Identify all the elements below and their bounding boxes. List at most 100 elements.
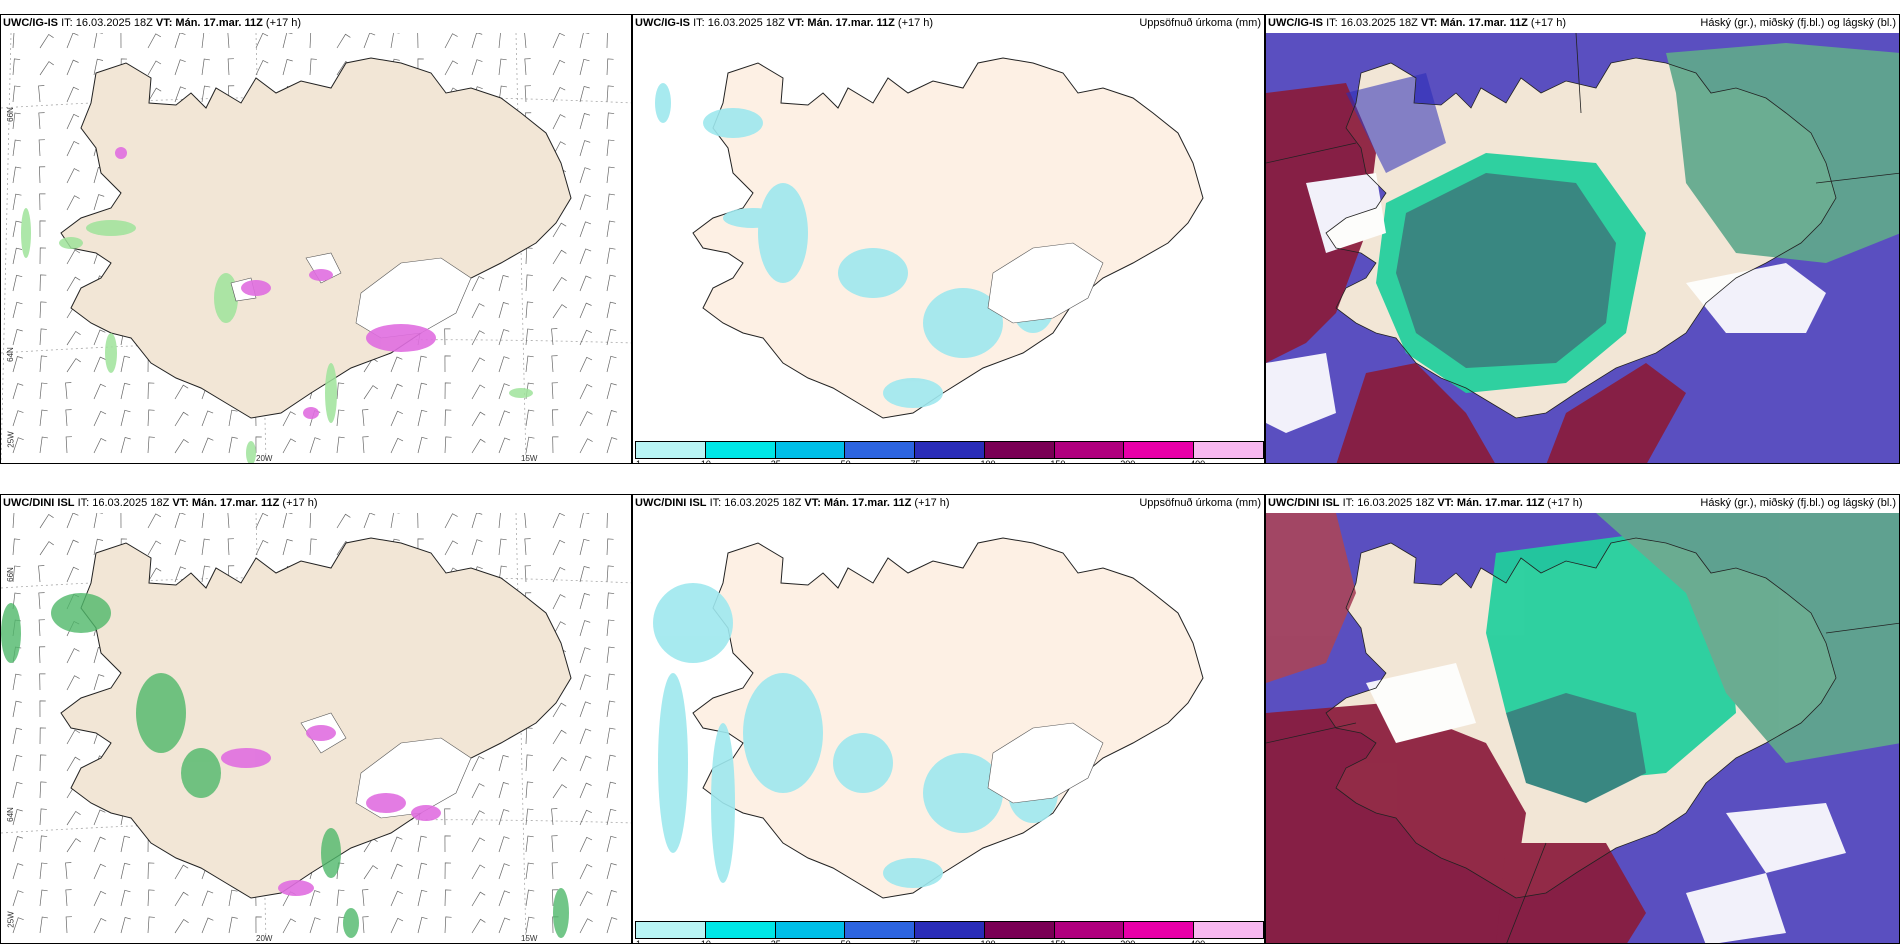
wind-barb (579, 302, 592, 319)
wind-barb (120, 355, 131, 373)
cloud-map (1266, 33, 1899, 463)
wind-barb (579, 248, 592, 265)
wind-barb (336, 436, 345, 454)
wind-barb (65, 409, 72, 427)
wind-barb (444, 916, 452, 934)
wind-barb (524, 513, 531, 529)
wind-barb (552, 409, 559, 427)
wind-barb (147, 87, 162, 103)
wind-barb (66, 539, 79, 556)
wind-barb (579, 438, 593, 454)
wind-barb (201, 513, 210, 529)
wind-barb (12, 193, 22, 211)
colorbar-label: 100 (980, 939, 996, 944)
wind-barb (606, 862, 617, 880)
wind-barb (524, 565, 531, 583)
wind-barb (282, 438, 296, 454)
wind-barb (66, 33, 79, 49)
colorbar-label: 400 (1190, 459, 1206, 464)
colorbar-swatch (1054, 442, 1125, 458)
wind-barb (93, 809, 106, 826)
wind-barb (525, 781, 534, 799)
wind-barb (39, 513, 54, 529)
wind-barb (120, 382, 131, 400)
wind-barb (12, 890, 24, 907)
wind-barb (552, 567, 566, 583)
wind-barb (444, 409, 452, 427)
wind-barb (309, 437, 321, 454)
wind-barb (363, 385, 378, 400)
wind-barb (606, 835, 617, 853)
panel-wind-bottom: UWC/DINI ISL IT: 16.03.2025 18Z VT: Mán.… (0, 494, 632, 944)
colorbar-label: 100 (980, 459, 996, 464)
wind-barb (12, 301, 23, 319)
wind-barb (606, 112, 615, 130)
wind-barb (228, 436, 238, 454)
wind-barb (551, 862, 558, 880)
colorbar-swatch (705, 442, 776, 458)
wind-barb (552, 594, 566, 610)
wind-barb (525, 355, 534, 373)
wind-barb (579, 809, 592, 826)
wind-barb (471, 411, 486, 427)
wind-barb (390, 513, 400, 529)
wind-barb (66, 141, 80, 157)
lat-label-66: 66N (5, 107, 15, 122)
wind-barb (12, 274, 23, 292)
lat-label-66: 66N (5, 567, 15, 582)
wind-barb (551, 355, 558, 373)
wind-barb (39, 862, 48, 880)
wind-barb (579, 167, 591, 184)
wind-barb (147, 513, 161, 529)
wind-barb (552, 276, 567, 292)
wind-barb (524, 85, 531, 103)
wind-barb (579, 356, 593, 373)
wind-barb (498, 437, 511, 454)
wind-barb (417, 33, 424, 49)
wind-barb (12, 58, 21, 76)
wind-barb (525, 835, 534, 853)
wind-barb (579, 85, 590, 103)
wind-barb (12, 247, 23, 265)
cloud-title: Háský (gr.), miðský (fj.bl.) og lágský (… (1700, 497, 1896, 509)
wind-barb (66, 838, 81, 853)
wind-barb (227, 58, 234, 76)
wind-barb (579, 194, 591, 211)
colorbar-swatch (1124, 442, 1195, 458)
wind-barb (120, 513, 127, 529)
colorbar-swatch (845, 922, 916, 938)
precip-colorbar (635, 441, 1264, 459)
colorbar-swatch (984, 442, 1055, 458)
wind-barb (93, 33, 103, 49)
wind-barb (579, 275, 592, 292)
wind-barb (552, 729, 567, 745)
wind-barb (12, 700, 22, 718)
wind-barb (93, 836, 106, 853)
wind-barb (66, 675, 80, 691)
wind-barb (363, 33, 376, 49)
wind-barb (147, 382, 155, 400)
wind-barb (524, 538, 531, 556)
wind-barb (471, 357, 485, 373)
wind-barb (147, 409, 155, 427)
wind-barb (93, 329, 106, 346)
colorbar-label: 10 (700, 939, 711, 944)
wind-barb (498, 85, 507, 103)
wind-barb (255, 33, 269, 49)
wind-barb (93, 194, 105, 211)
wind-barb (606, 538, 614, 556)
colorbar-label: 50 (840, 459, 851, 464)
wind-barb (12, 538, 21, 556)
wind-barb (174, 539, 186, 556)
colorbar-label: 75 (910, 939, 921, 944)
colorbar-swatch (705, 922, 776, 938)
wind-barb (552, 513, 565, 529)
colorbar-labels: 1 10 25 50 75 100 150 200 400 (635, 939, 1264, 944)
wind-barb (552, 249, 567, 265)
wind-barb (201, 410, 214, 427)
wind-map (1, 513, 631, 943)
wind-barb (390, 410, 403, 427)
wind-barb (39, 436, 48, 454)
wind-barb (471, 756, 485, 772)
wind-barb (39, 247, 47, 265)
